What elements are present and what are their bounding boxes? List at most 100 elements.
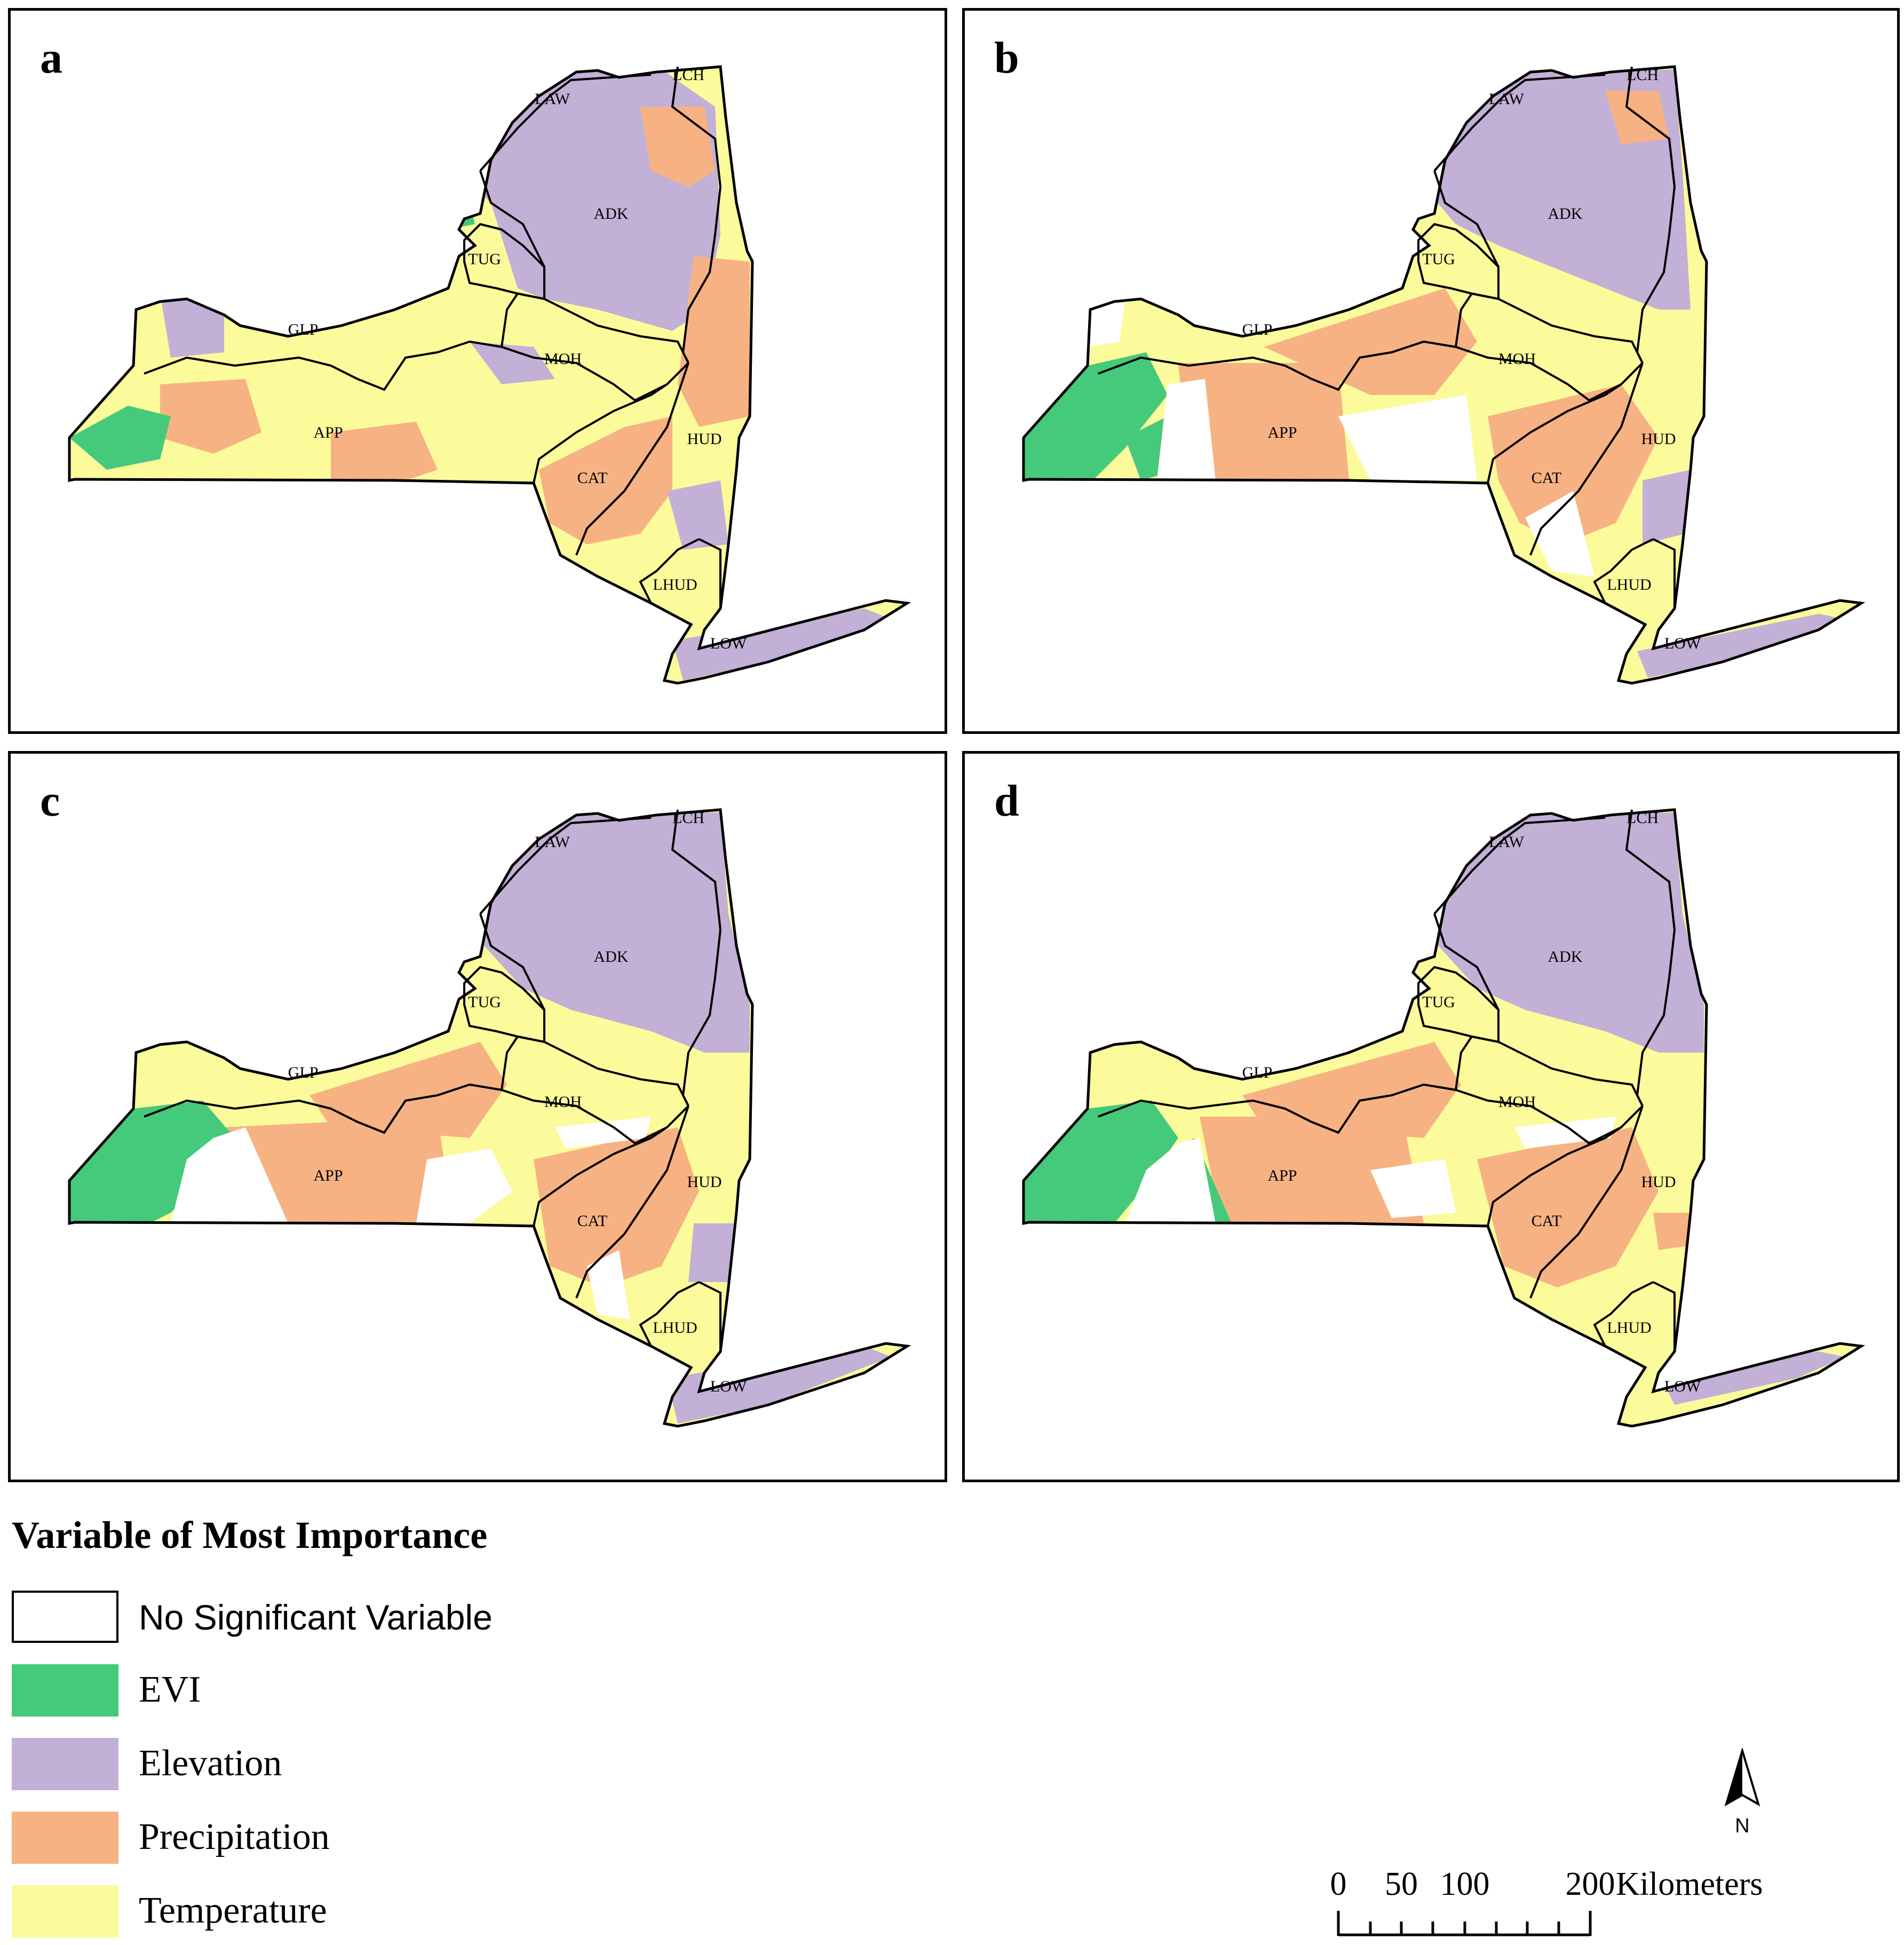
region-label-lhud: LHUD xyxy=(1607,576,1651,594)
region-label-app: APP xyxy=(1267,424,1297,441)
region-label-law: LAW xyxy=(1489,90,1525,108)
importance-patch-none xyxy=(69,1127,288,1223)
scale-tick-label: 100 xyxy=(1440,1866,1490,1902)
region-label-cat: CAT xyxy=(577,469,608,487)
state-outline xyxy=(1022,65,1866,685)
region-label-tug: TUG xyxy=(1422,250,1455,268)
importance-patch-precip xyxy=(539,416,672,544)
map-panel-a: LAW LCH ADK TUG GLP MOH APP HUD CAT LHUD LOW a xyxy=(8,8,947,734)
legend-item-temperature: Temperature xyxy=(12,1885,599,1939)
importance-patch-elev xyxy=(688,1223,739,1282)
map-panel-d: LAW LCH ADK TUG GLP MOH APP HUD CAT LHUD LOW d xyxy=(962,751,1900,1482)
region-label-lch: LCH xyxy=(1627,66,1659,84)
importance-patch-elev xyxy=(1659,1351,1845,1405)
region-label-moh: MOH xyxy=(544,350,582,368)
region-label-law: LAW xyxy=(1489,833,1525,851)
importance-fill xyxy=(69,67,907,683)
region-label-moh: MOH xyxy=(1498,1093,1536,1111)
panel-letter: b xyxy=(994,33,1019,83)
region-label-cat: CAT xyxy=(577,1212,608,1230)
importance-patch-precip xyxy=(1200,1117,1424,1223)
panel-letter: d xyxy=(994,776,1019,826)
region-label-lhud: LHUD xyxy=(653,576,697,594)
importance-patch-precip xyxy=(310,1042,507,1138)
importance-patch-none xyxy=(1514,1117,1616,1149)
state-outline xyxy=(68,65,911,685)
region-label-moh: MOH xyxy=(544,1093,582,1111)
north-label: N xyxy=(1735,1815,1749,1837)
region-label-low: LOW xyxy=(1664,1378,1701,1395)
importance-patch-evi xyxy=(1024,352,1168,480)
ecoregion-boundaries xyxy=(144,66,722,608)
legend-label: No Significant Variable xyxy=(139,1598,493,1637)
region-label-glp: GLP xyxy=(288,321,319,338)
map-panel-c: LAW LCH ADK TUG GLP MOH APP HUD CAT LHUD LOW c xyxy=(8,751,947,1482)
scale-bar: 0 50 100 200 Kilometers xyxy=(1323,1863,1804,1940)
region-label-hud: HUD xyxy=(1641,430,1676,448)
legend-swatch xyxy=(12,1738,118,1790)
region-label-tug: TUG xyxy=(468,993,501,1011)
ny-map: LAW LCH ADK TUG GLP MOH APP HUD CAT LHUD LOW xyxy=(68,65,911,685)
importance-patch-evi xyxy=(69,1101,235,1223)
region-label-hud: HUD xyxy=(1641,1173,1676,1191)
region-label-low: LOW xyxy=(1664,635,1701,652)
region-label-low: LOW xyxy=(710,635,747,652)
importance-patch-elev xyxy=(160,288,224,358)
region-label-cat: CAT xyxy=(1532,469,1562,487)
importance-patch-none xyxy=(416,1149,512,1223)
region-label-lhud: LHUD xyxy=(1607,1319,1651,1337)
region-label-lch: LCH xyxy=(672,66,704,84)
importance-patch-none xyxy=(555,1117,651,1149)
region-label-lch: LCH xyxy=(672,809,704,827)
region-label-law: LAW xyxy=(535,90,570,108)
state-outline xyxy=(68,808,911,1428)
importance-patch-elev xyxy=(470,342,555,384)
legend-label: EVI xyxy=(139,1669,201,1710)
legend-item-precipitation: Precipitation xyxy=(12,1812,599,1865)
legend-title: Variable of Most Importance xyxy=(12,1514,488,1556)
legend-swatch xyxy=(12,1885,118,1938)
scale-tick-label: 200 xyxy=(1566,1866,1615,1902)
importance-patch-none xyxy=(1370,1159,1456,1218)
panel-letter: a xyxy=(40,33,62,83)
ny-map: LAW LCH ADK TUG GLP MOH APP HUD CAT LHUD LOW xyxy=(1022,808,1866,1428)
region-label-adk: ADK xyxy=(594,948,629,966)
importance-patch-none xyxy=(1338,395,1477,480)
region-label-tug: TUG xyxy=(1422,993,1455,1011)
region-label-hud: HUD xyxy=(687,1173,722,1191)
region-label-tug: TUG xyxy=(468,250,501,268)
importance-patch-elev xyxy=(667,1346,891,1424)
importance-patch-elev xyxy=(470,812,750,1053)
importance-fill xyxy=(1024,67,1861,683)
region-label-glp: GLP xyxy=(1242,321,1273,338)
region-label-adk: ADK xyxy=(1548,205,1583,223)
ny-map: LAW LCH ADK TUG GLP MOH APP HUD CAT LHUD LOW xyxy=(68,808,911,1428)
ny-map: LAW LCH ADK TUG GLP MOH APP HUD CAT LHUD LOW xyxy=(1022,65,1866,685)
region-label-adk: ADK xyxy=(594,205,629,223)
region-label-glp: GLP xyxy=(1242,1064,1273,1081)
legend-swatch xyxy=(12,1591,118,1643)
ecoregion-boundaries xyxy=(1098,809,1676,1351)
north-arrow: N xyxy=(1721,1747,1764,1841)
importance-patch-elev xyxy=(1643,470,1691,544)
importance-patch-precip xyxy=(640,107,715,187)
map-panel-b: LAW LCH ADK TUG GLP MOH APP HUD CAT LHUD LOW b xyxy=(962,8,1900,734)
region-label-lch: LCH xyxy=(1627,809,1659,827)
importance-patch-precip xyxy=(1605,91,1669,144)
legend-label: Elevation xyxy=(139,1743,282,1784)
importance-patch-precip xyxy=(331,422,438,480)
legend-item-elevation: Elevation xyxy=(12,1738,599,1791)
scale-unit: Kilometers xyxy=(1616,1866,1763,1902)
importance-patch-precip xyxy=(678,256,750,427)
importance-patch-precip xyxy=(160,379,261,454)
state-outline xyxy=(1022,808,1866,1428)
scale-tick-label: 0 xyxy=(1330,1866,1347,1902)
importance-patch-evi xyxy=(69,406,171,470)
importance-patch-none xyxy=(1525,491,1594,576)
region-label-glp: GLP xyxy=(288,1064,319,1081)
importance-patch-precip xyxy=(534,1127,699,1287)
region-label-moh: MOH xyxy=(1498,350,1536,368)
legend-item-none: No Significant Variable xyxy=(12,1591,599,1644)
region-label-lhud: LHUD xyxy=(653,1319,697,1337)
region-label-cat: CAT xyxy=(1532,1212,1562,1230)
